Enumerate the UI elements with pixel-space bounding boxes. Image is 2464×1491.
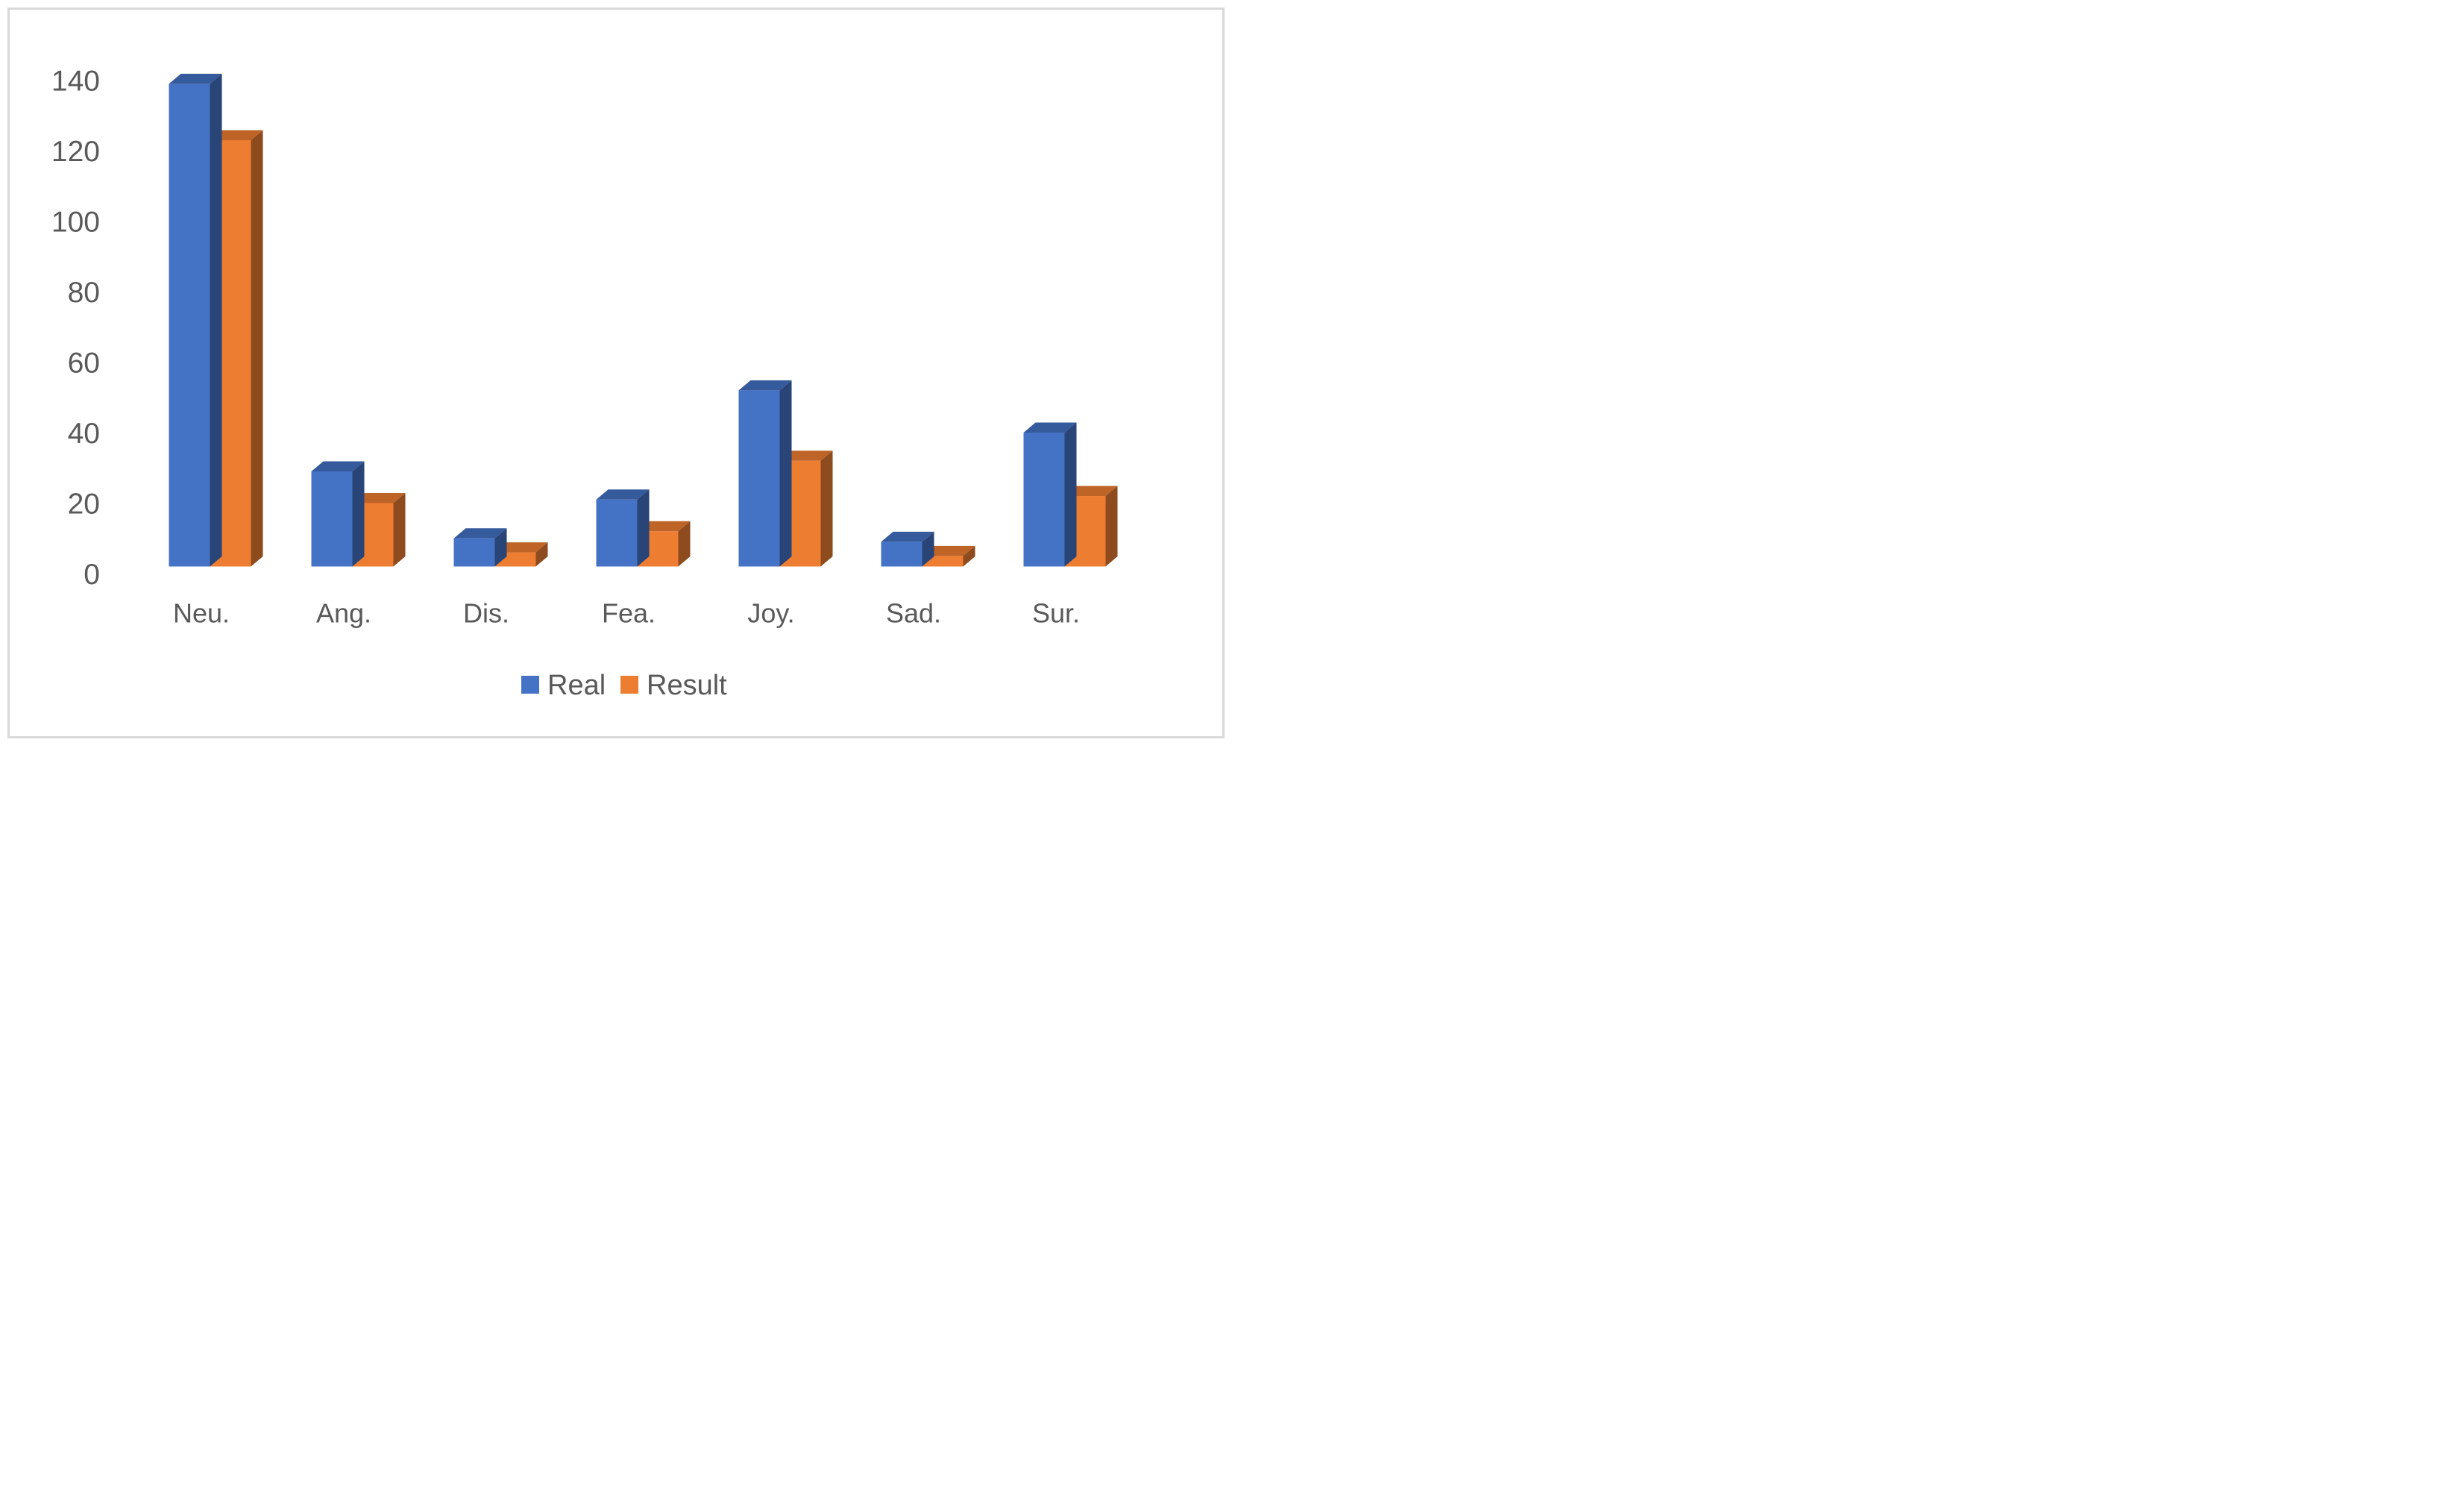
x-axis-category-label: Ang. <box>316 598 371 629</box>
legend-swatch <box>521 676 539 694</box>
bar-front-face <box>881 542 923 567</box>
bar-top-face <box>352 492 406 503</box>
bar-top-face <box>738 380 792 391</box>
bar-side-face <box>820 451 833 567</box>
bar-real-sur <box>1023 422 1077 567</box>
bar-side-face <box>535 542 548 567</box>
y-axis-tick-label: 0 <box>84 559 100 591</box>
bar-front-face <box>738 390 780 567</box>
legend-item-result: Result <box>620 670 727 701</box>
bar-front-face <box>169 84 210 567</box>
plot-area <box>169 73 1118 567</box>
y-axis: 0 20 40 60 80 100 120 140 <box>51 66 100 591</box>
x-axis-category-label: Dis. <box>463 598 509 629</box>
bar-top-face <box>311 461 365 471</box>
bar-real-dis <box>453 528 507 567</box>
bar-side-face <box>922 531 934 567</box>
bar-front-face <box>1023 433 1065 567</box>
x-axis: Neu. Ang. Dis. Fea. Joy. Sad. Sur. <box>173 598 1080 629</box>
bar-top-face <box>494 542 548 553</box>
legend-label: Result <box>647 670 727 701</box>
bar-front-face <box>453 538 495 567</box>
bar-real-joy <box>738 380 792 567</box>
y-axis-tick-label: 100 <box>51 207 100 239</box>
bar-top-face <box>596 489 650 500</box>
x-axis-category-label: Sur. <box>1032 598 1080 629</box>
bar-side-face <box>1105 486 1118 567</box>
x-axis-category-label: Joy. <box>747 598 794 629</box>
bar-front-face <box>596 499 638 567</box>
bar-top-face <box>1064 486 1118 497</box>
bar-top-face <box>453 528 507 539</box>
bar-side-face <box>210 73 222 567</box>
bar-top-face <box>637 521 691 532</box>
bar-side-face <box>494 528 507 567</box>
bar-front-face <box>311 471 353 567</box>
chart-figure: 0 20 40 60 80 100 120 140 Neu. Ang. Dis. Fea. Joy. S… <box>0 0 1232 746</box>
bar-front-face <box>922 556 964 567</box>
bar-top-face <box>779 451 833 461</box>
legend-item-real: Real <box>521 670 606 701</box>
y-axis-tick-label: 120 <box>51 136 100 168</box>
bar-side-face <box>963 545 975 567</box>
bar-result-dis <box>494 542 548 567</box>
y-axis-tick-label: 140 <box>51 66 100 98</box>
bar-top-face <box>1023 422 1077 433</box>
y-axis-tick-label: 40 <box>68 418 100 450</box>
legend: Real Result <box>521 670 727 701</box>
bar-side-face <box>678 521 691 567</box>
bar-chart-canvas: 0 20 40 60 80 100 120 140 Neu. Ang. Dis. Fea. Joy. S… <box>7 7 1225 738</box>
bar-side-face <box>251 130 263 567</box>
bar-real-fea <box>596 489 650 567</box>
bar-side-face <box>393 492 406 567</box>
bar-top-face <box>169 73 222 84</box>
x-axis-category-label: Neu. <box>173 598 230 629</box>
bar-result-sad <box>922 545 975 567</box>
bar-real-neu <box>169 73 222 567</box>
bar-real-ang <box>311 461 365 567</box>
x-axis-category-label: Fea. <box>602 598 656 629</box>
legend-swatch <box>620 676 638 694</box>
bar-side-face <box>1064 422 1077 567</box>
y-axis-tick-label: 20 <box>68 489 100 521</box>
bar-real-sad <box>881 531 934 567</box>
x-axis-category-label: Sad. <box>886 598 941 629</box>
bar-top-face <box>881 531 934 542</box>
legend-label: Real <box>547 670 606 701</box>
bar-side-face <box>352 461 365 567</box>
bar-top-face <box>922 545 975 556</box>
bar-side-face <box>637 489 650 567</box>
y-axis-tick-label: 80 <box>68 277 100 309</box>
bar-top-face <box>210 130 263 140</box>
bar-side-face <box>779 380 792 567</box>
y-axis-tick-label: 60 <box>68 348 100 380</box>
